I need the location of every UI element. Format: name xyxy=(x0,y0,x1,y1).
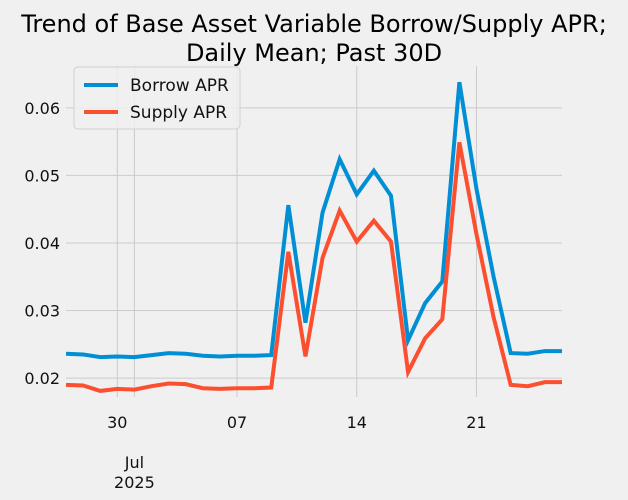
y-tick-label: 0.06 xyxy=(24,99,60,118)
legend: Borrow APR Supply APR xyxy=(73,66,241,130)
chart-title-line-1: Trend of Base Asset Variable Borrow/Supp… xyxy=(20,10,607,38)
series-line-borrow-apr xyxy=(65,81,562,360)
y-tick-label: 0.02 xyxy=(24,369,60,388)
x-tick-label: 30 xyxy=(107,413,127,432)
series-lines xyxy=(65,81,562,393)
x-tick-label: 21 xyxy=(466,413,486,432)
x-major-label-year: 2025 xyxy=(114,473,155,492)
y-tick-label: 0.05 xyxy=(24,166,60,185)
x-tick-label: 14 xyxy=(347,413,367,432)
chart-title-line-2: Daily Mean; Past 30D xyxy=(186,39,442,67)
legend-label-supply: Supply APR xyxy=(130,103,227,123)
y-tick-label: 0.03 xyxy=(24,302,60,321)
y-tick-label: 0.04 xyxy=(24,234,60,253)
x-major-label-month: Jul xyxy=(124,453,144,472)
x-tick-label: 07 xyxy=(227,413,247,432)
series-line-supply-apr xyxy=(65,141,562,393)
legend-label-borrow: Borrow APR xyxy=(130,76,229,96)
